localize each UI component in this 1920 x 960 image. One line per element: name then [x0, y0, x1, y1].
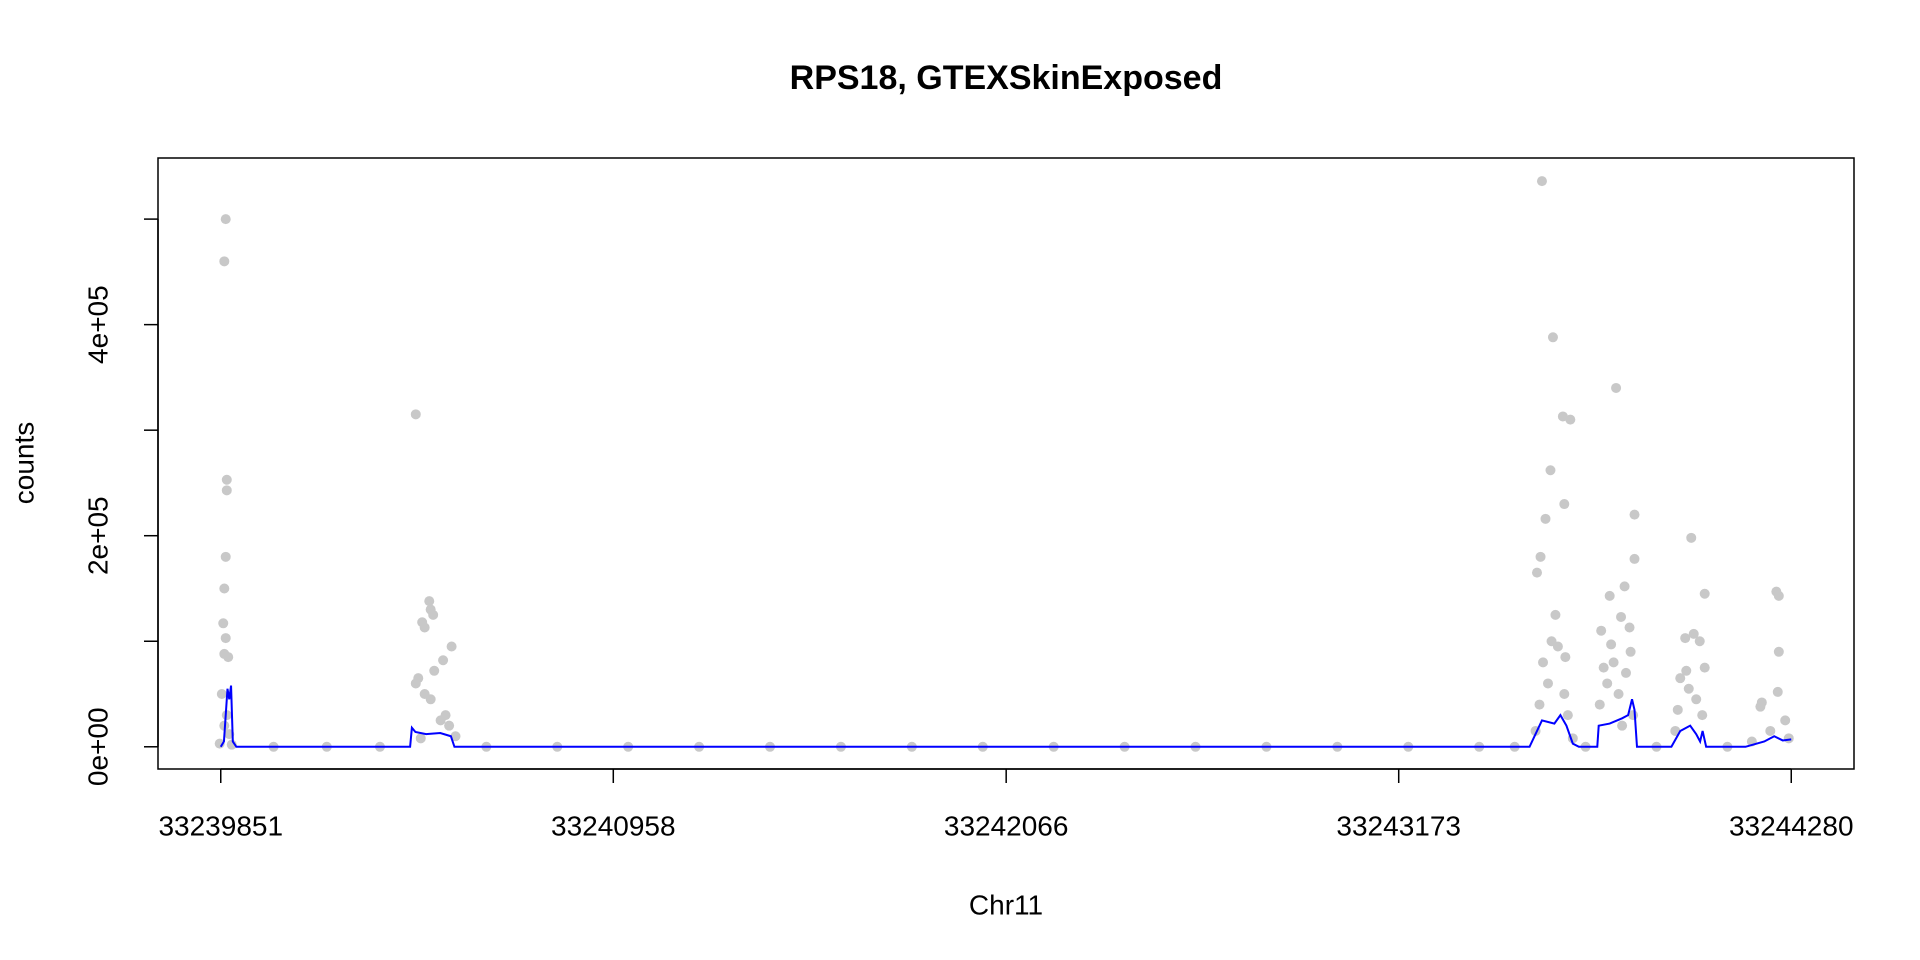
data-point: [1547, 332, 1558, 343]
data-point: [219, 583, 230, 594]
data-point: [1624, 622, 1635, 633]
data-point: [220, 214, 231, 225]
x-axis-label: Chr11: [969, 889, 1043, 920]
data-point: [1755, 701, 1766, 712]
data-point: [450, 731, 461, 742]
data-point: [223, 652, 234, 663]
data-point: [1617, 720, 1628, 731]
data-point: [1550, 609, 1561, 620]
data-point: [428, 609, 439, 620]
data-point: [1602, 678, 1613, 689]
data-point: [1545, 465, 1556, 476]
data-point: [1535, 551, 1546, 562]
data-point: [1608, 657, 1619, 668]
y-tick-label: 0e+00: [82, 707, 113, 786]
data-point: [1699, 662, 1710, 673]
data-point: [1672, 704, 1683, 715]
chart-title: RPS18, GTEXSkinExposed: [790, 59, 1223, 97]
data-point: [221, 474, 232, 485]
data-point: [1534, 699, 1545, 710]
x-tick-label: 33243173: [1336, 810, 1461, 841]
plot-frame: [157, 157, 1855, 770]
data-point: [1629, 553, 1640, 564]
data-point: [216, 689, 227, 700]
data-point: [410, 409, 421, 420]
data-point: [1565, 414, 1576, 425]
data-point: [218, 618, 229, 629]
data-point: [1559, 689, 1570, 700]
data-point: [1560, 652, 1571, 663]
data-point: [435, 715, 446, 726]
data-point: [1538, 657, 1549, 668]
data-point: [1604, 590, 1615, 601]
data-point: [221, 485, 232, 496]
data-point: [429, 665, 440, 676]
y-tick-label: 4e+05: [82, 285, 113, 364]
x-tick-label: 33240958: [551, 810, 676, 841]
data-point: [1629, 509, 1640, 520]
data-point: [419, 622, 430, 633]
data-point: [1616, 611, 1627, 622]
data-point: [1594, 699, 1605, 710]
data-point: [1686, 532, 1697, 543]
x-tick-label: 33244280: [1729, 810, 1854, 841]
data-point: [1619, 581, 1630, 592]
data-point: [425, 694, 436, 705]
data-point: [220, 551, 231, 562]
data-point: [1625, 646, 1636, 657]
data-point: [1699, 588, 1710, 599]
data-point: [410, 678, 421, 689]
data-point: [1613, 689, 1624, 700]
data-point: [1683, 683, 1694, 694]
data-point: [1783, 733, 1794, 744]
y-tick-label: 2e+05: [82, 496, 113, 575]
data-point: [1772, 686, 1783, 697]
data-point: [1559, 499, 1570, 510]
data-point: [1691, 694, 1702, 705]
data-point: [220, 633, 231, 644]
data-point: [415, 733, 426, 744]
data-point: [1620, 667, 1631, 678]
data-point: [1773, 646, 1784, 657]
data-point: [221, 710, 232, 721]
x-tick-label: 33242066: [944, 810, 1069, 841]
data-point: [444, 720, 455, 731]
data-point: [1596, 625, 1607, 636]
y-axis-label: counts: [8, 422, 39, 505]
data-point: [1531, 567, 1542, 578]
data-point: [1536, 176, 1547, 187]
data-point: [1598, 662, 1609, 673]
data-point: [1694, 636, 1705, 647]
data-point: [1697, 710, 1708, 721]
data-point: [438, 655, 449, 666]
data-point: [424, 596, 435, 607]
data-point: [1675, 673, 1686, 684]
data-point: [1542, 678, 1553, 689]
data-point: [1765, 725, 1776, 736]
data-point: [1606, 639, 1617, 650]
data-point: [1688, 628, 1699, 639]
data-point: [1552, 641, 1563, 652]
data-point: [1562, 710, 1573, 721]
data-point: [1540, 513, 1551, 524]
data-point: [1780, 715, 1791, 726]
smooth-line: [219, 685, 1792, 748]
data-point: [219, 256, 230, 267]
data-point: [1773, 590, 1784, 601]
data-point: [1681, 665, 1692, 676]
x-tick-label: 33239851: [158, 810, 283, 841]
data-point: [1611, 382, 1622, 393]
data-point: [1680, 633, 1691, 644]
data-point: [446, 641, 457, 652]
